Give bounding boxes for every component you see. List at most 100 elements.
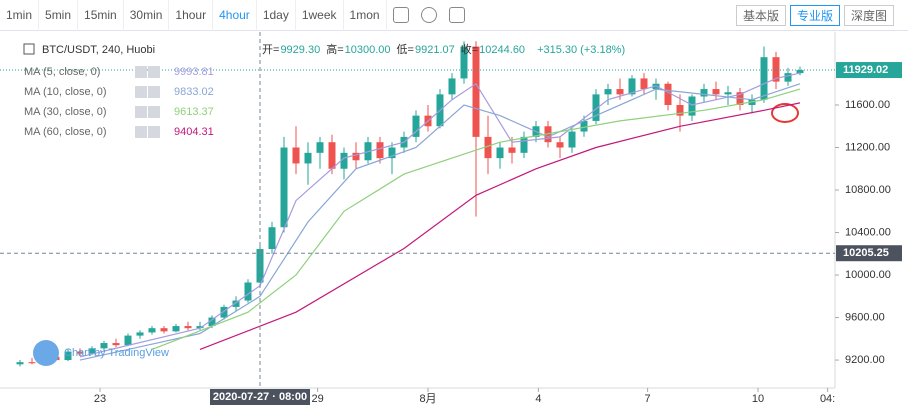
annotation-circle <box>771 103 799 123</box>
ohlc-value: 10300.00 <box>345 44 391 56</box>
candle-body <box>316 142 324 153</box>
candle-body <box>112 343 120 346</box>
candle-body <box>88 348 96 354</box>
interval-button[interactable]: 1min <box>0 0 40 31</box>
legend-value: 9404.31 <box>174 126 214 138</box>
version-button[interactable]: 深度图 <box>843 4 894 26</box>
candle-body <box>448 78 456 95</box>
candle-body <box>220 306 228 318</box>
ma-line <box>151 88 801 350</box>
candle-body <box>580 120 588 132</box>
legend-name: MA (60, close, 0) <box>24 126 107 138</box>
change-value: +315.30 (+3.18%) <box>537 44 625 56</box>
legend-icon <box>135 66 147 78</box>
candle-body <box>100 343 108 349</box>
legend-icon <box>135 106 147 118</box>
legend-icon <box>135 126 147 138</box>
legend-icon <box>148 106 160 118</box>
legend-icon <box>148 86 160 98</box>
candle-body <box>328 142 336 169</box>
symbol-icon <box>23 43 35 55</box>
interval-button[interactable]: 1day <box>257 0 296 31</box>
candle-body <box>556 142 564 148</box>
time-tick-label: 29 <box>311 393 323 405</box>
candle-body <box>292 147 300 164</box>
interval-button[interactable]: 1mon <box>344 0 387 31</box>
crosshair-time-box <box>210 389 310 405</box>
candle-body <box>16 362 24 365</box>
legend-icon <box>135 86 147 98</box>
interval-button[interactable]: 5min <box>39 0 79 31</box>
legend-value: 9993.81 <box>174 66 214 78</box>
ohlc-value: 9929.30 <box>280 44 320 56</box>
candle-body <box>460 46 468 79</box>
candle-body <box>412 115 420 137</box>
candle-body <box>148 328 156 333</box>
watermark-logo <box>33 340 59 366</box>
settings-icon[interactable] <box>420 7 437 23</box>
interval-button[interactable]: 30min <box>124 0 170 31</box>
ma-line <box>199 102 801 350</box>
candle-body <box>28 362 36 364</box>
price-tick-label: 9200.00 <box>845 354 885 366</box>
candle-body <box>136 332 144 336</box>
candle-body <box>616 89 624 95</box>
last-price-label: 11929.02 <box>843 64 888 76</box>
ma-line <box>79 83 801 361</box>
candle-body <box>700 89 708 97</box>
ohlc-value: 9921.07 <box>415 44 455 56</box>
legend-name: MA (5, close, 0) <box>24 66 100 78</box>
price-tick-label: 11600.00 <box>845 99 890 111</box>
candle-body <box>724 92 732 95</box>
last-price-box <box>836 62 902 79</box>
interval-button[interactable]: 4hour <box>213 0 257 31</box>
legend-icon <box>148 126 160 138</box>
ohlc-label: 高= <box>326 42 343 56</box>
candle-body <box>784 73 792 82</box>
candle-body <box>376 142 384 159</box>
candle-body <box>268 227 276 250</box>
time-tick-label: 23 <box>94 393 106 405</box>
chart-style-icon[interactable] <box>392 7 409 23</box>
candle-body <box>520 136 528 153</box>
candle-body <box>64 351 72 361</box>
candle-body <box>496 147 504 159</box>
crosshair-time-label: 2020-07-27 · 08:00 <box>213 391 307 403</box>
version-button[interactable]: 基本版 <box>735 4 786 26</box>
interval-button[interactable]: 1week <box>296 0 344 31</box>
candle-body <box>232 300 240 307</box>
candle-body <box>124 335 132 346</box>
legend-name: MA (10, close, 0) <box>24 86 107 98</box>
time-tick-label: 04: <box>820 393 835 405</box>
candle-body <box>184 326 192 329</box>
candle-body <box>676 105 684 116</box>
candle-body <box>196 326 204 329</box>
legend-icon <box>148 66 160 78</box>
crosshair-price-box <box>836 245 902 262</box>
version-group: 基本版 专业版 深度图 <box>732 4 894 26</box>
candle-body <box>796 70 804 74</box>
candle-body <box>472 46 480 137</box>
candle-body <box>664 83 672 106</box>
watermark: Chart by TradingView <box>64 347 169 359</box>
candle-body <box>628 78 636 95</box>
time-tick-label: 4 <box>535 393 541 405</box>
interval-button[interactable]: 15min <box>78 0 124 31</box>
fullscreen-icon[interactable] <box>448 7 465 23</box>
ohlc-label: 开= <box>262 44 279 56</box>
ohlc-value: 10244.60 <box>479 44 525 56</box>
toolbar: 1min 5min 15min 30min 1hour 4hour 1day 1week 1mo… <box>0 0 908 31</box>
version-button[interactable]: 专业版 <box>789 4 840 26</box>
candle-body <box>340 152 348 169</box>
candle-body <box>76 351 84 354</box>
candle-body <box>388 147 396 159</box>
candle-body <box>172 326 180 332</box>
price-tick-label: 10800.00 <box>845 184 891 196</box>
candle-body <box>280 147 288 228</box>
interval-button[interactable]: 1hour <box>169 0 214 31</box>
candle-body <box>592 94 600 121</box>
candle-body <box>712 89 720 95</box>
chart-title: BTC/USDT, 240, Huobi <box>42 44 155 56</box>
